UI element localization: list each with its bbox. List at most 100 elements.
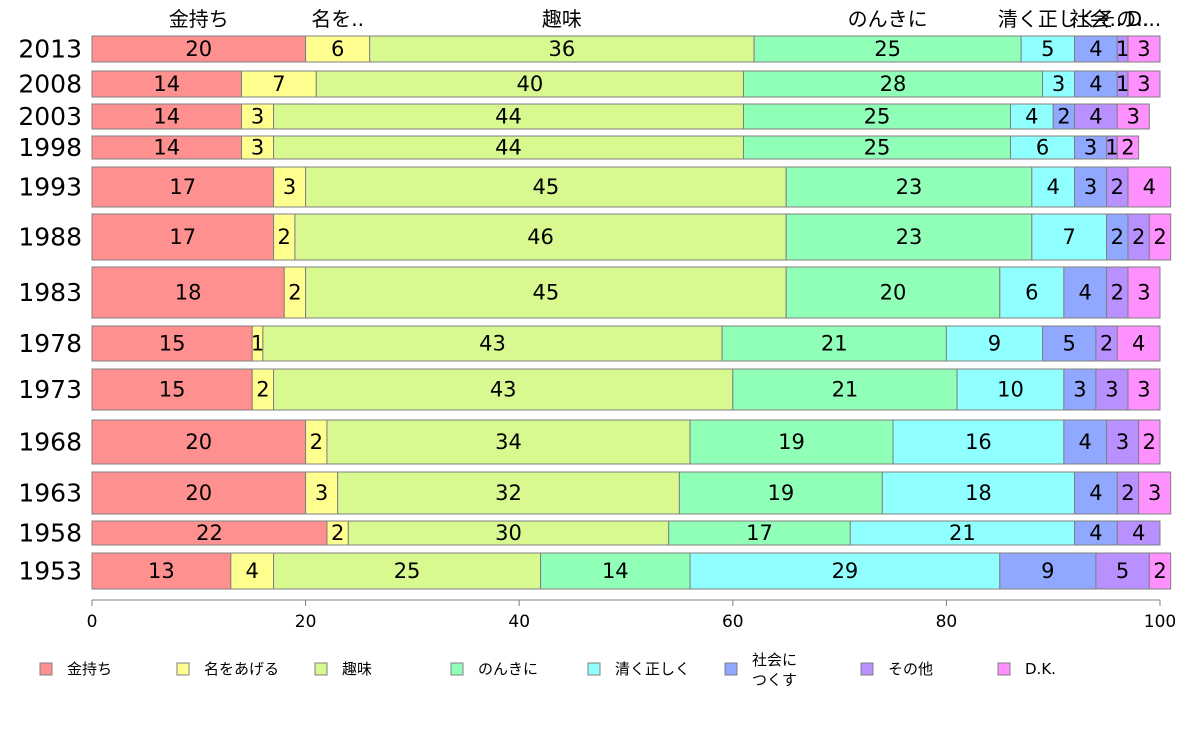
bar-segment — [689, 552, 1001, 590]
legend-swatch — [860, 662, 874, 676]
legend-label: D.K. — [1025, 660, 1056, 678]
data-label: 22 — [196, 521, 223, 545]
top-series-label: のんきに — [848, 7, 928, 31]
data-label: 2 — [1100, 332, 1113, 356]
bar-segment — [1063, 419, 1108, 465]
legend-label: その他 — [888, 660, 933, 678]
data-label: 46 — [527, 225, 554, 249]
bar-segment — [91, 368, 253, 411]
data-label: 4 — [1089, 105, 1102, 129]
x-tick-label: 80 — [936, 612, 958, 632]
data-label: 5 — [1041, 37, 1054, 61]
legend-swatch — [314, 662, 328, 676]
data-label: 43 — [479, 332, 506, 356]
data-label: 44 — [495, 136, 522, 160]
bar-segment — [1127, 70, 1161, 98]
data-label: 3 — [1127, 105, 1140, 129]
y-tick-label: 1968 — [18, 428, 82, 457]
bar-segment — [273, 166, 307, 208]
top-series-label: その.. — [1096, 7, 1149, 31]
data-label: 30 — [495, 521, 522, 545]
data-label: 1 — [1116, 72, 1129, 96]
bar-segment — [1009, 103, 1054, 130]
data-label: 23 — [896, 175, 923, 199]
data-label: 3 — [251, 136, 264, 160]
data-label: 17 — [746, 521, 773, 545]
data-label: 20 — [185, 481, 212, 505]
bar-segment — [1127, 166, 1172, 208]
data-label: 20 — [185, 37, 212, 61]
bar-segment — [785, 266, 1001, 319]
data-label: 4 — [1132, 521, 1145, 545]
bar-segment — [294, 213, 787, 261]
data-label: 4 — [1079, 430, 1092, 454]
bar-segment — [91, 213, 275, 261]
x-tick-label: 100 — [1144, 612, 1176, 632]
data-label: 3 — [1105, 378, 1118, 402]
data-label: 36 — [549, 37, 576, 61]
data-label: 4 — [246, 559, 259, 583]
data-label: 3 — [283, 175, 296, 199]
bar-segment — [315, 70, 744, 98]
bar-segment — [1138, 471, 1172, 515]
data-label: 21 — [832, 378, 859, 402]
legend-label: 金持ち — [67, 660, 112, 678]
data-label: 2 — [256, 378, 269, 402]
bar-segment — [1116, 103, 1150, 130]
bar-segment — [1138, 419, 1161, 465]
y-tick-label: 1993 — [18, 173, 82, 202]
bar-segment — [1074, 520, 1118, 546]
bar-segment — [1074, 103, 1118, 130]
bar-segment — [1148, 213, 1172, 261]
data-label: 20 — [880, 281, 907, 305]
top-series-label: 清く正しく — [998, 7, 1098, 31]
data-label: 4 — [1047, 175, 1060, 199]
bar-segment — [241, 70, 317, 98]
bar-segment — [1127, 35, 1161, 63]
data-label: 2 — [310, 430, 323, 454]
legend-swatch — [587, 662, 601, 676]
x-tick-label: 60 — [722, 612, 744, 632]
bar-segment — [273, 103, 744, 130]
data-label: 3 — [315, 481, 328, 505]
data-label: 4 — [1079, 281, 1092, 305]
data-label: 28 — [880, 72, 907, 96]
bar-segment — [241, 103, 275, 130]
bar-segment — [1063, 368, 1097, 411]
bar-segment — [369, 35, 755, 63]
data-label: 6 — [1036, 136, 1049, 160]
x-tick-label: 20 — [295, 612, 317, 632]
legend-label: 社会につくす — [752, 651, 797, 689]
bar-segment — [1042, 70, 1076, 98]
data-label: 2 — [288, 281, 301, 305]
bar-segment — [881, 471, 1076, 515]
data-label: 45 — [533, 281, 560, 305]
bar-segment — [1116, 325, 1161, 362]
data-label: 25 — [874, 37, 901, 61]
x-axis: 0 20 40 60 80 100 — [87, 599, 1176, 632]
data-label: 3 — [251, 105, 264, 129]
bar-segment — [1074, 35, 1118, 63]
data-label: 19 — [767, 481, 794, 505]
data-label: 21 — [949, 521, 976, 545]
data-label: 9 — [988, 332, 1001, 356]
data-label: 2 — [1111, 175, 1124, 199]
bar-segment — [91, 520, 328, 546]
bar-segment — [785, 166, 1033, 208]
bar-segment — [1020, 35, 1076, 63]
data-label: 2 — [278, 225, 291, 249]
y-tick-label: 1973 — [18, 375, 82, 404]
bar-segment — [892, 419, 1065, 465]
data-label: 23 — [896, 225, 923, 249]
data-label: 7 — [1063, 225, 1076, 249]
y-tick-label: 1998 — [18, 133, 82, 162]
data-label: 6 — [1025, 281, 1038, 305]
bar-segment — [91, 552, 232, 590]
bar-segment — [1042, 325, 1097, 362]
data-label: 2 — [1153, 559, 1166, 583]
data-label: 2 — [1111, 225, 1124, 249]
data-label: 3 — [1052, 72, 1065, 96]
data-label: 14 — [153, 72, 180, 96]
bar-segment — [785, 213, 1033, 261]
